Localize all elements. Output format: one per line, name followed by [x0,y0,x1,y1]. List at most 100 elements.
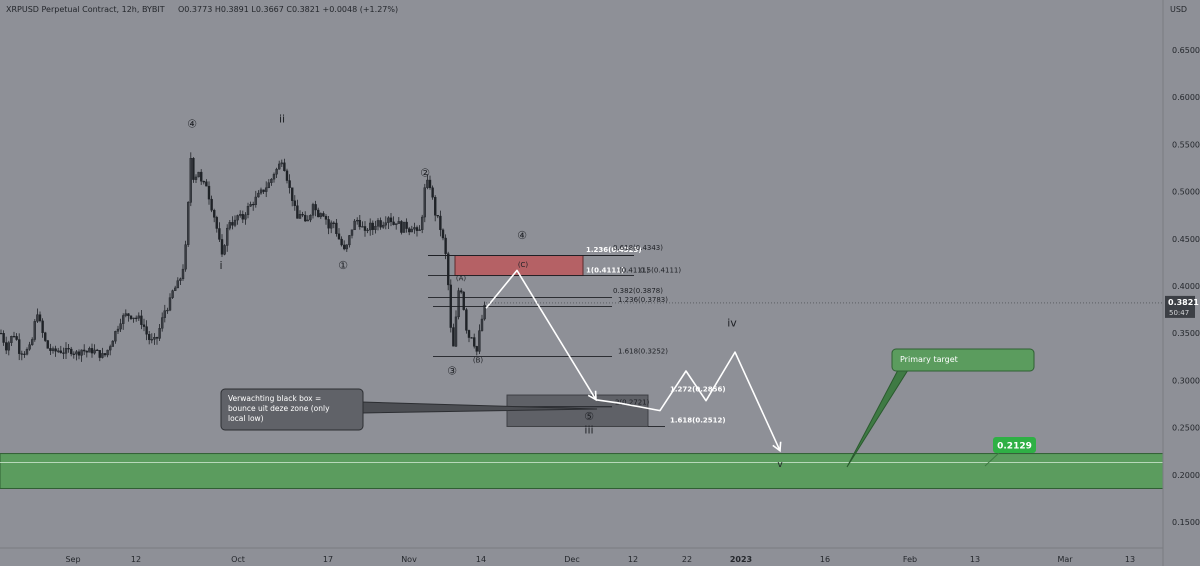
candle [374,220,377,234]
candle [72,351,76,359]
candle [238,210,242,218]
y-tick-label: 0.3000 [1172,376,1200,385]
wave-label: (C) [518,261,529,269]
candle [215,215,219,233]
candle [38,311,42,323]
wave-label: ④ [187,117,197,130]
candle [275,167,278,179]
candle [111,340,115,347]
candle [75,350,78,361]
target-badge-label: 0.2129 [997,442,1032,452]
candle [28,341,31,351]
candle [93,344,96,355]
candle [288,174,291,194]
candle [467,329,471,343]
wave-label: (B) [473,356,484,364]
candle [173,285,177,291]
candle [140,309,143,330]
fib-label: 0.5(0.4111) [640,266,681,274]
wave-label: ① [338,259,348,272]
fib-label: 1.236(0.3783) [618,296,668,304]
candle [358,214,361,230]
candle [439,210,442,237]
candle [67,343,70,353]
candle [480,314,484,332]
candle [415,225,419,237]
candle [231,216,234,230]
candle [0,329,3,335]
target-connector [984,451,1001,467]
candle [163,304,167,323]
callout-primary-target-text: Primary target [900,355,958,364]
candle [132,317,135,323]
fib-label: 0.382(0.3878) [613,287,663,295]
target-badge[interactable]: 0.2129 [993,437,1036,453]
callout-primary-target[interactable]: Primary target [846,348,1035,468]
arrowhead-target [772,441,782,453]
candle [2,330,5,346]
candle [179,277,182,285]
y-tick-label: 0.6500 [1172,46,1200,55]
green-target-zone[interactable] [0,453,1164,489]
candle [108,344,112,356]
candle [272,172,276,183]
candle [348,235,351,248]
x-tick-label: 17 [323,555,333,564]
candle [98,350,102,362]
wave-label: ③ [447,365,457,378]
candle [23,351,26,358]
candle [441,228,445,241]
candle [314,200,317,217]
candle [12,331,16,338]
x-tick-label: 12 [628,555,638,564]
candle [124,309,128,318]
candle [324,214,328,225]
candle [57,347,60,354]
candle [249,201,252,207]
callout-black-box[interactable]: Verwachting black box = bounce uit deze z… [220,388,598,431]
wave-label: ⑤ [584,410,594,423]
y-tick-label: 0.5500 [1172,140,1200,149]
candle [69,346,73,357]
x-tick-label: 14 [476,555,486,564]
fib-label: (0.4111) [619,266,649,274]
x-tick-label: 2023 [730,555,752,564]
wave-label: iii [584,423,593,436]
candle [184,240,187,272]
candle [192,157,195,183]
projection-path[interactable] [485,269,781,452]
candle [49,343,52,355]
fib-label: 0.618(0.4343) [613,244,663,252]
candle [82,344,86,355]
candle [389,213,393,227]
candle [392,216,395,226]
black-box[interactable] [506,394,649,427]
candle [46,339,49,349]
candle [431,185,434,200]
candle [10,335,13,347]
candle [371,220,374,235]
candle [387,216,390,229]
x-tick-label: 22 [682,555,692,564]
last-price-tag: 0.3821 50:47 [1165,295,1199,318]
candle [460,288,463,294]
candle [205,179,208,187]
candle [444,234,447,260]
ohlc-readout: O0.3773 H0.3891 L0.3667 C0.3821 +0.0048 … [178,5,398,14]
candle [470,337,473,339]
candle [280,159,283,167]
candle [454,310,458,348]
candle [408,226,411,236]
candle [77,349,81,360]
x-tick-label: 13 [1125,555,1135,564]
candle [199,169,203,185]
candle [62,347,65,359]
candle [330,220,333,234]
candle [134,315,138,322]
candle [44,331,47,343]
candle [85,350,89,358]
candle [119,318,122,333]
candle [41,318,44,338]
